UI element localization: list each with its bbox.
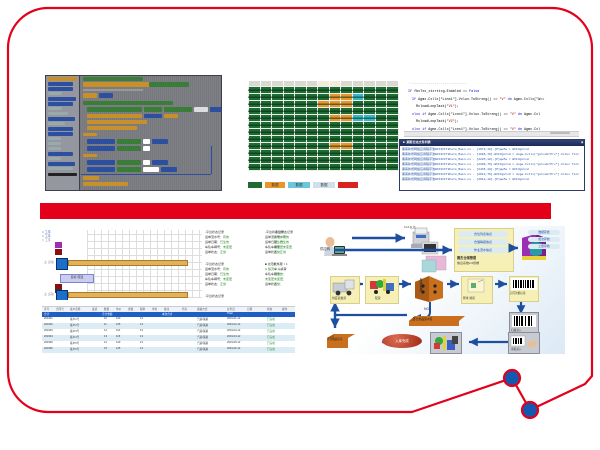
svg-text:NG: NG — [424, 307, 429, 311]
